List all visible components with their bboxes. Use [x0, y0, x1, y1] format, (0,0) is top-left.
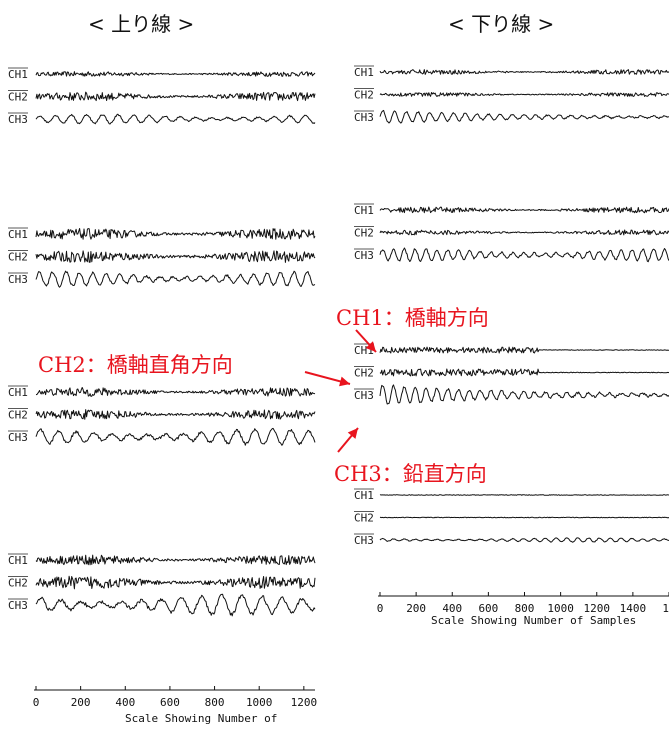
channel-label-ch2: CH2	[8, 91, 28, 104]
ch3-annotation-arrow-head	[347, 428, 358, 439]
waveform-ch1-record-3	[379, 346, 669, 354]
channel-label-ch3: CH3	[8, 599, 28, 612]
channel-label-ch3: CH3	[354, 389, 374, 402]
channel-label-ch2: CH2	[354, 367, 374, 380]
waveform-ch2-record-1	[379, 92, 669, 97]
channel-label-ch2: CH2	[8, 409, 28, 422]
channel-label-ch1: CH1	[354, 66, 374, 79]
channel-label-ch3: CH3	[354, 111, 374, 124]
x-axis-label: Scale Showing Number of	[125, 712, 277, 725]
waveform-ch1-record-2	[379, 206, 669, 214]
x-tick-label: 800	[205, 696, 225, 709]
waveform-ch3-record-4	[35, 593, 316, 617]
channel-label-ch1: CH1	[8, 68, 28, 81]
waveform-ch1-record-4	[379, 494, 669, 496]
channel-label-ch1: CH1	[8, 228, 28, 241]
channel-label-ch3: CH3	[8, 113, 28, 126]
x-tick-label: 0	[33, 696, 40, 709]
waveform-ch3-record-2	[379, 247, 669, 263]
x-tick-label: 600	[478, 602, 498, 615]
waveform-ch2-record-2	[35, 250, 316, 263]
x-tick-label: 16	[662, 602, 669, 615]
channel-label-ch3: CH3	[354, 249, 374, 262]
waveform-ch3-record-4	[379, 537, 669, 543]
waveform-ch1-record-4	[35, 554, 316, 566]
channel-label-ch3: CH3	[8, 273, 28, 286]
waveform-ch3-record-3	[35, 427, 316, 446]
channel-label-ch3: CH3	[8, 431, 28, 444]
x-tick-label: 1400	[620, 602, 647, 615]
waveform-ch3-record-1	[379, 109, 669, 124]
waveform-ch1-record-1	[35, 71, 316, 77]
channel-label-ch3: CH3	[354, 534, 374, 547]
channel-label-ch2: CH2	[354, 89, 374, 102]
ch3-annotation: CH3：鉛直方向	[334, 462, 487, 486]
waveform-ch3-record-1	[35, 113, 316, 125]
x-tick-label: 200	[71, 696, 91, 709]
ch2-annotation-arrow-head	[339, 376, 350, 387]
waveform-ch3-record-3	[379, 384, 669, 405]
waveform-ch2-record-3	[379, 368, 669, 377]
channel-label-ch1: CH1	[354, 489, 374, 502]
ch2-annotation: CH2：橋軸直角方向	[38, 353, 233, 377]
channel-label-ch1: CH1	[354, 204, 374, 217]
waveform-ch3-record-2	[35, 270, 316, 288]
waveform-ch2-record-4	[35, 575, 316, 590]
channel-label-ch1: CH1	[8, 386, 28, 399]
waveform-ch1-record-2	[35, 228, 316, 240]
x-tick-label: 1000	[246, 696, 273, 709]
x-tick-label: 1000	[547, 602, 574, 615]
x-tick-label: 1200	[291, 696, 318, 709]
x-tick-label: 400	[115, 696, 135, 709]
channel-label-ch2: CH2	[8, 577, 28, 590]
x-axis-label: Scale Showing Number of Samples	[431, 614, 636, 627]
waveform-ch1-record-1	[379, 69, 669, 75]
waveform-ch2-record-4	[379, 516, 669, 519]
waveform-ch2-record-1	[35, 91, 316, 102]
x-tick-label: 400	[442, 602, 462, 615]
channel-label-ch2: CH2	[8, 251, 28, 264]
right-panel-title: < 下り線 >	[448, 12, 555, 36]
waveform-ch2-record-2	[379, 229, 669, 236]
left-panel-title: < 上り線 >	[88, 12, 195, 36]
ch1-annotation: CH1：橋軸方向	[336, 306, 489, 330]
waveform-ch2-record-3	[35, 409, 316, 420]
x-tick-label: 200	[406, 602, 426, 615]
x-tick-label: 0	[377, 602, 384, 615]
x-tick-label: 600	[160, 696, 180, 709]
x-tick-label: 800	[515, 602, 535, 615]
channel-label-ch2: CH2	[354, 227, 374, 240]
ch1-annotation-arrow-head	[365, 341, 376, 352]
channel-label-ch1: CH1	[8, 554, 28, 567]
x-tick-label: 1200	[584, 602, 611, 615]
channel-label-ch2: CH2	[354, 512, 374, 525]
waveform-ch1-record-3	[35, 387, 316, 397]
